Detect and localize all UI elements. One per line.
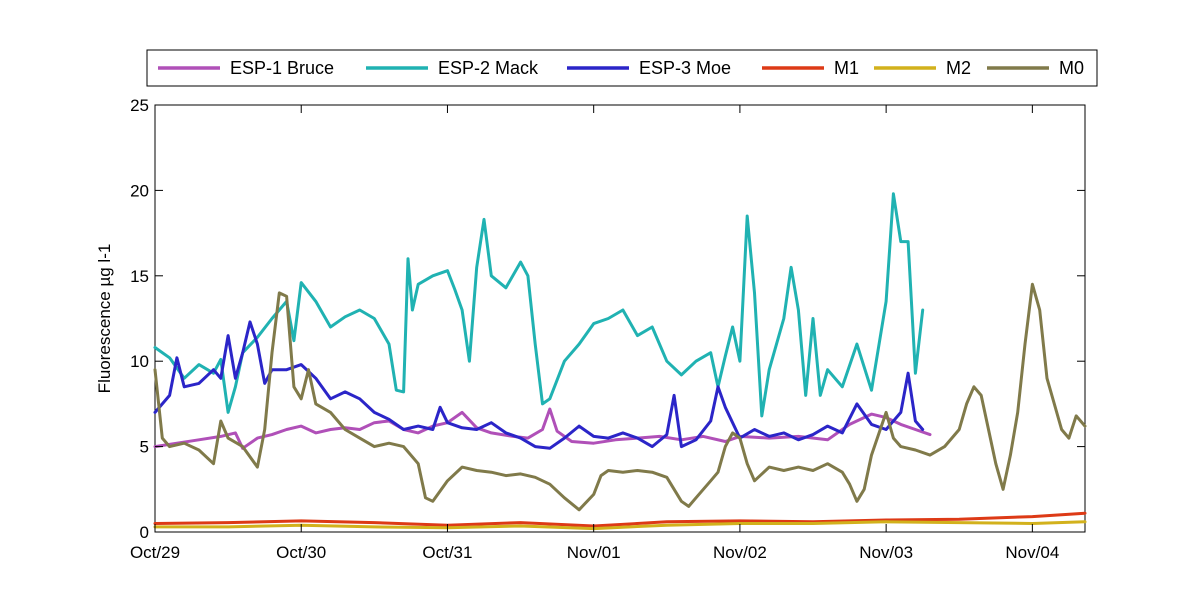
y-tick-label: 25 <box>130 96 149 115</box>
x-tick-label: Oct/31 <box>422 543 472 562</box>
legend-label-5: M0 <box>1059 58 1084 78</box>
x-axis: Oct/29 Oct/30 Oct/31 Nov/01 Nov/02 Nov/03 Nov/… <box>130 105 1059 562</box>
y-tick-label: 5 <box>140 438 149 457</box>
legend-label-4: M2 <box>946 58 971 78</box>
x-tick-label: Nov/04 <box>1005 543 1059 562</box>
legend-label-1: ESP-2 Mack <box>438 58 539 78</box>
x-tick-label: Nov/02 <box>713 543 767 562</box>
y-tick-label: 15 <box>130 267 149 286</box>
series-line-2 <box>153 320 925 450</box>
x-tick-label: Nov/01 <box>567 543 621 562</box>
series-line-3 <box>153 511 1087 528</box>
series-line-5 <box>153 282 1087 512</box>
plot-area <box>154 104 1086 533</box>
y-axis: 0 5 10 15 20 25 <box>130 96 1085 542</box>
series-line-4 <box>153 520 1087 531</box>
y-tick-label: 10 <box>130 352 149 371</box>
x-tick-label: Oct/29 <box>130 543 180 562</box>
series-line-0 <box>153 407 932 450</box>
legend: ESP-1 Bruce ESP-2 Mack ESP-3 Moe M1 M2 M0 <box>146 49 1098 87</box>
series-line-1 <box>153 192 925 418</box>
x-tick-label: Nov/03 <box>859 543 913 562</box>
x-tick-label: Oct/30 <box>276 543 326 562</box>
legend-label-2: ESP-3 Moe <box>639 58 731 78</box>
y-axis-label: Fluorescence µg l-1 <box>95 244 114 394</box>
legend-label-0: ESP-1 Bruce <box>230 58 334 78</box>
y-tick-label: 0 <box>140 523 149 542</box>
legend-label-3: M1 <box>834 58 859 78</box>
series-lines <box>153 192 1087 531</box>
y-tick-label: 20 <box>130 181 149 200</box>
